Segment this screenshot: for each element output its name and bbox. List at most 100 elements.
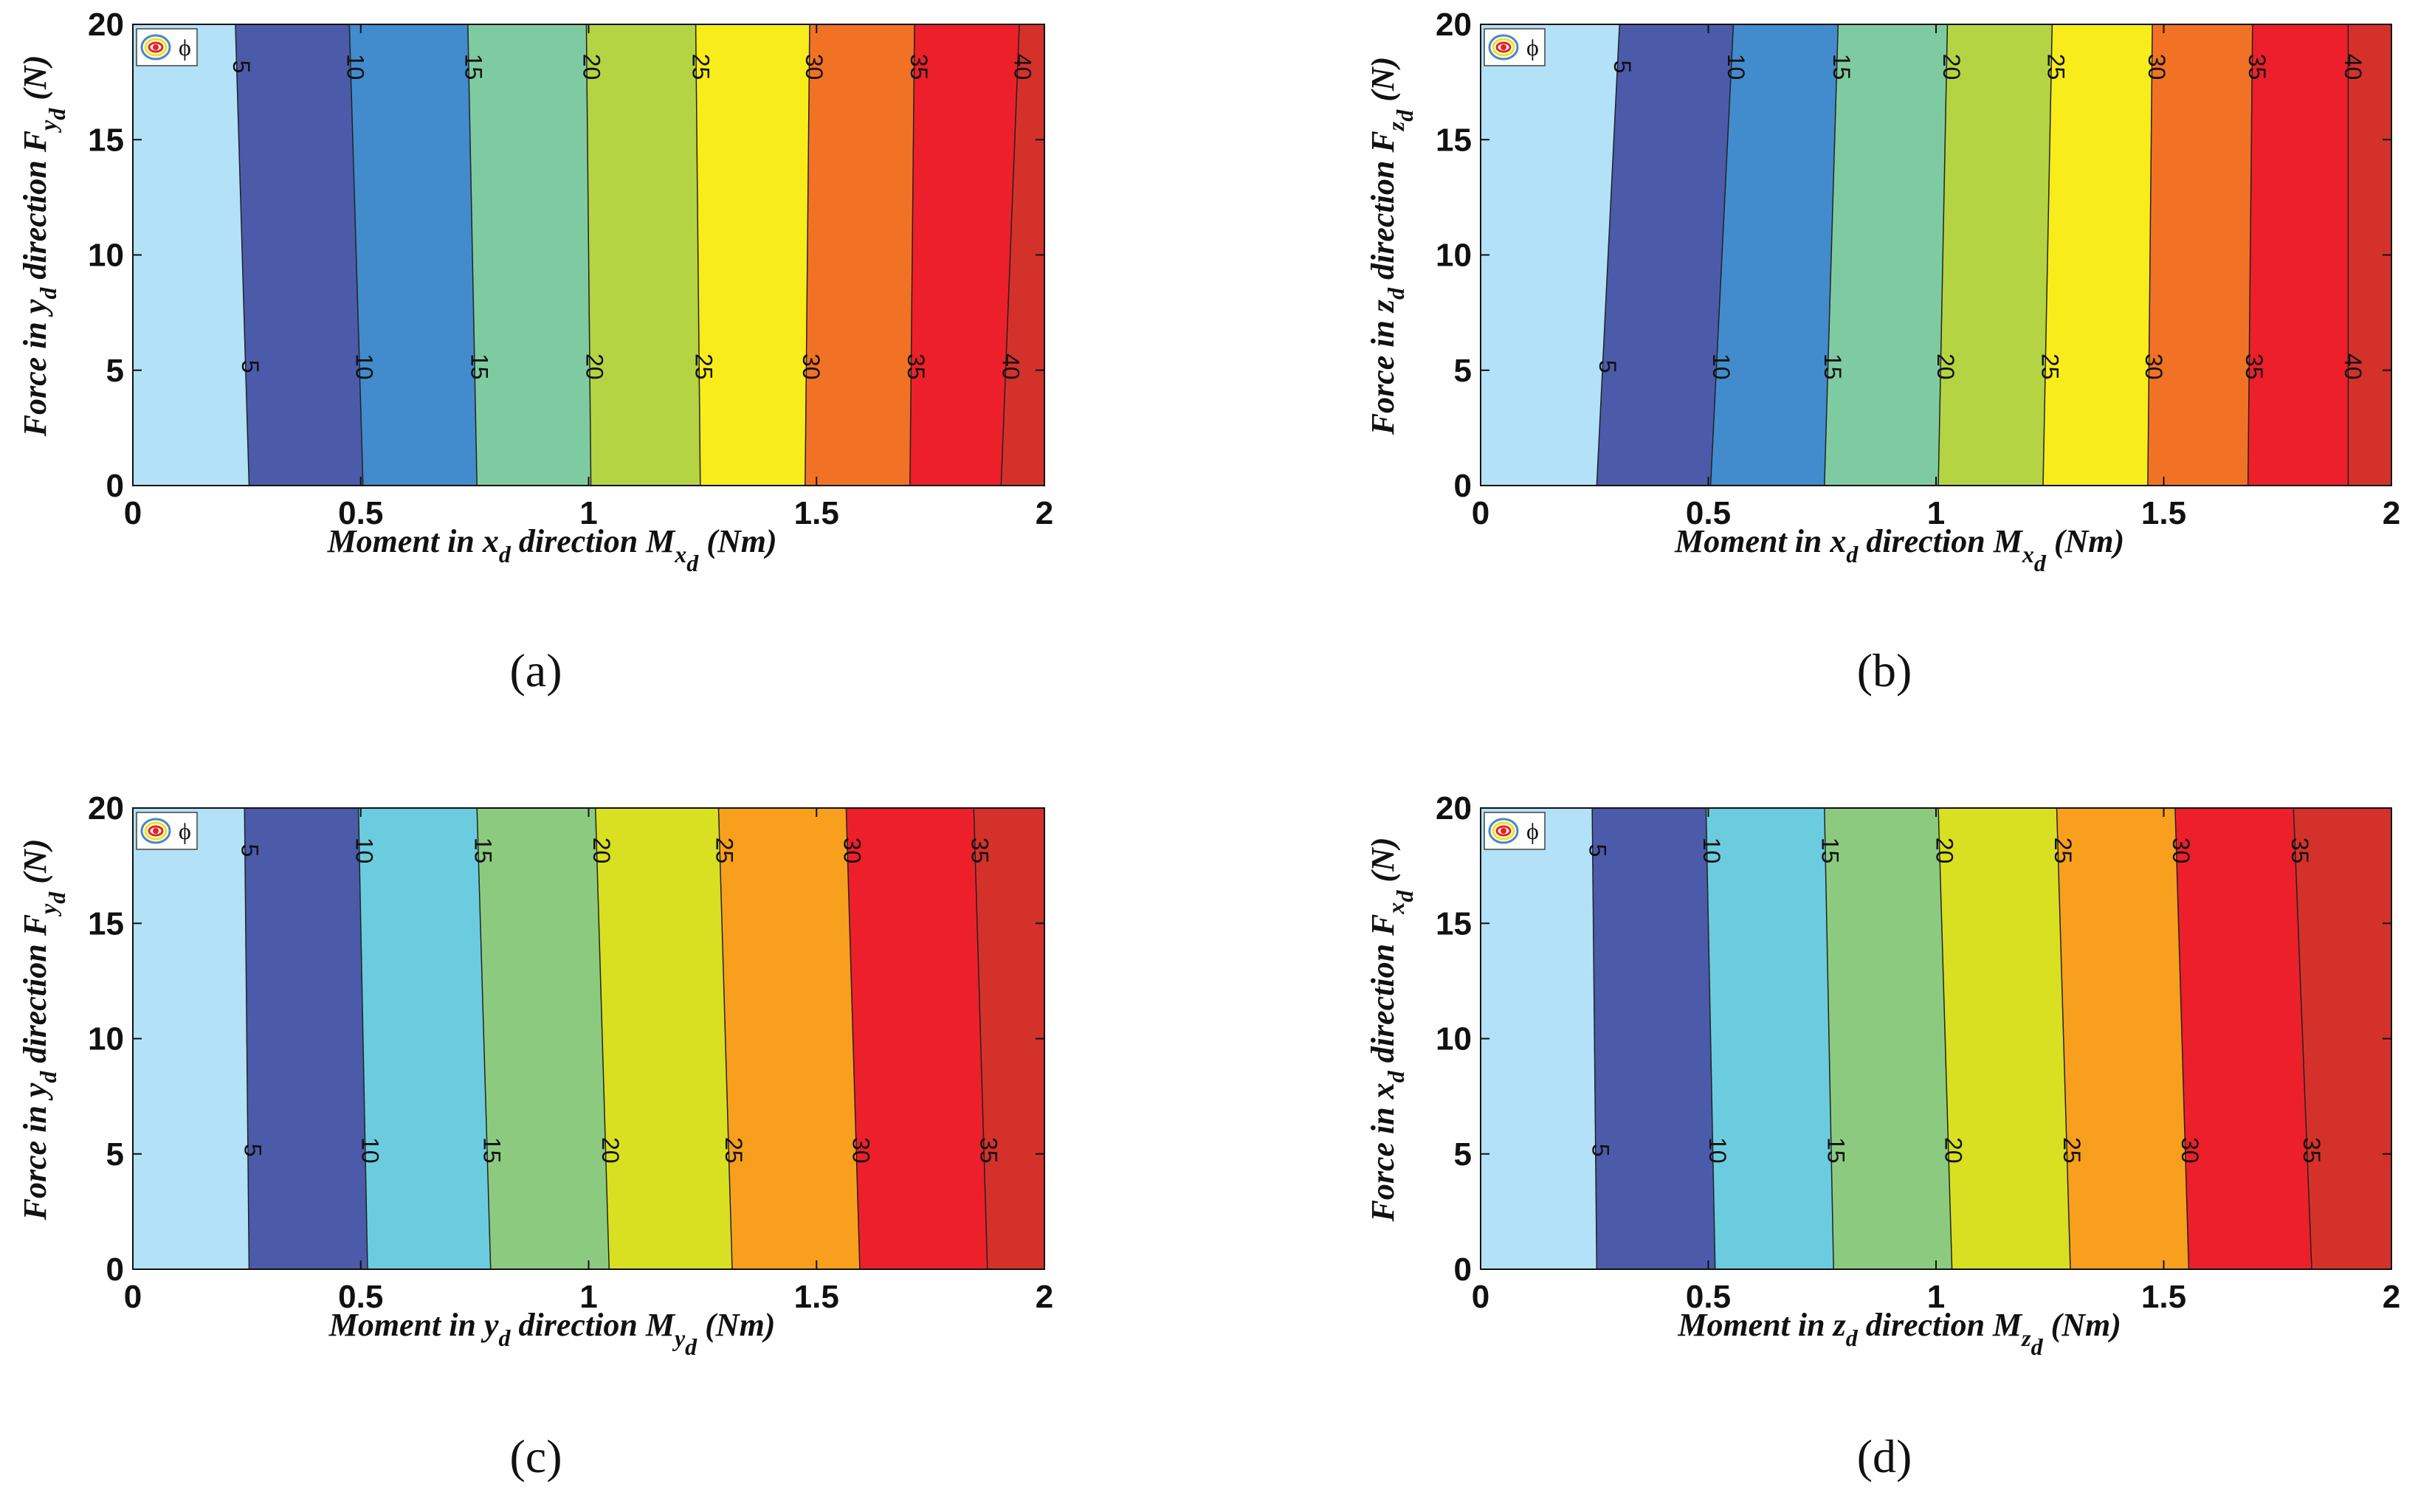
y-tick-label-c: 0: [106, 1252, 124, 1288]
contour-label-a-20-low: 20: [582, 353, 608, 380]
x-tick-label-b: 1.5: [2141, 495, 2186, 531]
y-axis-label-d: Force in xd direction Fxd (N): [1365, 837, 1418, 1222]
contour-label-d-25-high: 25: [2050, 838, 2076, 864]
x-tick-label-a: 1.5: [794, 495, 839, 531]
contour-label-c-25-high: 25: [712, 838, 738, 864]
contour-label-a-35-low: 35: [903, 353, 929, 380]
contour-label-a-25-low: 25: [691, 353, 717, 380]
contour-line-b-15: [1824, 24, 1839, 486]
contour-label-b-30-high: 30: [2143, 54, 2170, 80]
contour-line-c-35: [973, 807, 988, 1270]
band-b-7: [2248, 24, 2349, 486]
contour-label-b-10-low: 10: [1708, 353, 1735, 380]
band-c-3: [476, 807, 610, 1270]
contour-line-b-30: [2147, 24, 2153, 486]
contour-line-a-15: [467, 24, 478, 486]
contour-label-d-35-low: 35: [2298, 1137, 2325, 1164]
band-b-3: [1824, 24, 1948, 486]
y-tick-label-a: 5: [106, 353, 124, 389]
contour-label-d-25-low: 25: [2059, 1137, 2085, 1164]
y-tick-label-b: 20: [1436, 7, 1472, 43]
contour-label-d-15-high: 15: [1817, 838, 1844, 864]
band-a-5: [695, 24, 810, 486]
contour-legend-icon: [153, 828, 159, 834]
contour-label-d-20-high: 20: [1931, 838, 1957, 864]
x-axis-label-c: Moment in yd direction Myd (Nm): [328, 1307, 776, 1360]
caption-a: (a): [509, 644, 562, 697]
contour-line-d-35: [2293, 807, 2312, 1270]
caption-d: (d): [1857, 1430, 1912, 1482]
band-a-7: [909, 24, 1020, 486]
x-tick-label-a: 0: [124, 495, 142, 531]
contour-label-a-35-high: 35: [906, 54, 932, 80]
contour-line-b-20: [1938, 24, 1949, 486]
contour-label-a-30-high: 30: [801, 54, 827, 80]
band-b-0: [1480, 24, 1620, 486]
contour-label-d-20-low: 20: [1940, 1137, 1966, 1164]
contour-label-b-15-low: 15: [1819, 353, 1846, 380]
contour-label-b-5-low: 5: [1594, 360, 1621, 373]
x-tick-label-d: 0.5: [1686, 1279, 1731, 1315]
contour-line-a-25: [695, 24, 701, 486]
x-axis-label-a: Moment in xd direction Mxd (Nm): [327, 523, 777, 576]
x-tick-label-c: 1.5: [794, 1279, 839, 1315]
contour-label-d-15-low: 15: [1823, 1137, 1850, 1164]
contour-label-a-30-low: 30: [798, 353, 824, 380]
contour-label-c-20-low: 20: [597, 1137, 624, 1164]
legend-d: ϕ: [1484, 812, 1546, 850]
contour-line-a-20: [585, 24, 592, 486]
contour-label-a-10-low: 10: [351, 353, 378, 380]
contour-label-b-10-high: 10: [1723, 54, 1749, 80]
contour-label-c-20-high: 20: [588, 838, 615, 864]
contour-line-c-10: [357, 807, 368, 1270]
contour-label-a-15-low: 15: [466, 353, 493, 380]
x-axis-label-b: Moment in xd direction Mxd (Nm): [1674, 523, 2124, 576]
contour-line-d-20: [1938, 807, 1953, 1270]
contour-legend-icon: [1501, 44, 1506, 50]
contour-legend-icon: [1501, 828, 1506, 834]
y-tick-label-c: 20: [88, 790, 124, 826]
contour-line-b-5: [1596, 24, 1620, 486]
x-axis-label-d: Moment in zd direction Mzd (Nm): [1677, 1307, 2121, 1360]
contour-label-a-40-high: 40: [1009, 54, 1036, 80]
contour-label-c-5-high: 5: [236, 844, 263, 857]
legend-b: ϕ: [1484, 28, 1546, 66]
legend-label-c: ϕ: [179, 818, 191, 844]
y-tick-label-b: 5: [1454, 353, 1472, 389]
x-tick-label-c: 1: [579, 1279, 597, 1315]
contour-label-d-5-low: 5: [1587, 1144, 1613, 1157]
x-tick-label-c: 0: [124, 1279, 142, 1315]
contour-line-c-15: [476, 807, 492, 1270]
y-tick-label-a: 20: [88, 7, 124, 43]
contour-line-b-10: [1709, 24, 1735, 486]
contour-line-a-5: [235, 24, 250, 486]
x-tick-label-d: 1: [1927, 1279, 1945, 1315]
band-c-5: [717, 807, 861, 1270]
band-d-3: [1824, 807, 1953, 1270]
contour-line-d-25: [2056, 807, 2071, 1270]
y-tick-label-d: 20: [1436, 790, 1472, 826]
contour-line-b-35: [2247, 24, 2253, 486]
contour-label-c-15-high: 15: [469, 838, 496, 864]
y-tick-label-c: 10: [88, 1021, 124, 1057]
y-tick-label-c: 5: [106, 1136, 124, 1173]
legend-label-d: ϕ: [1526, 818, 1539, 844]
contour-label-d-5-high: 5: [1584, 844, 1611, 857]
contour-line-a-40: [1000, 24, 1020, 486]
contour-line-a-35: [909, 24, 915, 486]
x-tick-label-b: 0: [1472, 495, 1489, 531]
legend-c: ϕ: [136, 812, 198, 850]
band-c-2: [358, 807, 492, 1270]
band-c-1: [244, 807, 368, 1270]
x-tick-label-b: 0.5: [1686, 495, 1731, 531]
contour-line-c-20: [595, 807, 610, 1270]
contour-label-a-15-high: 15: [461, 54, 487, 80]
band-b-1: [1596, 24, 1734, 486]
x-tick-label-c: 0.5: [338, 1279, 383, 1315]
band-d-0: [1480, 807, 1597, 1270]
band-b-5: [2042, 24, 2153, 486]
